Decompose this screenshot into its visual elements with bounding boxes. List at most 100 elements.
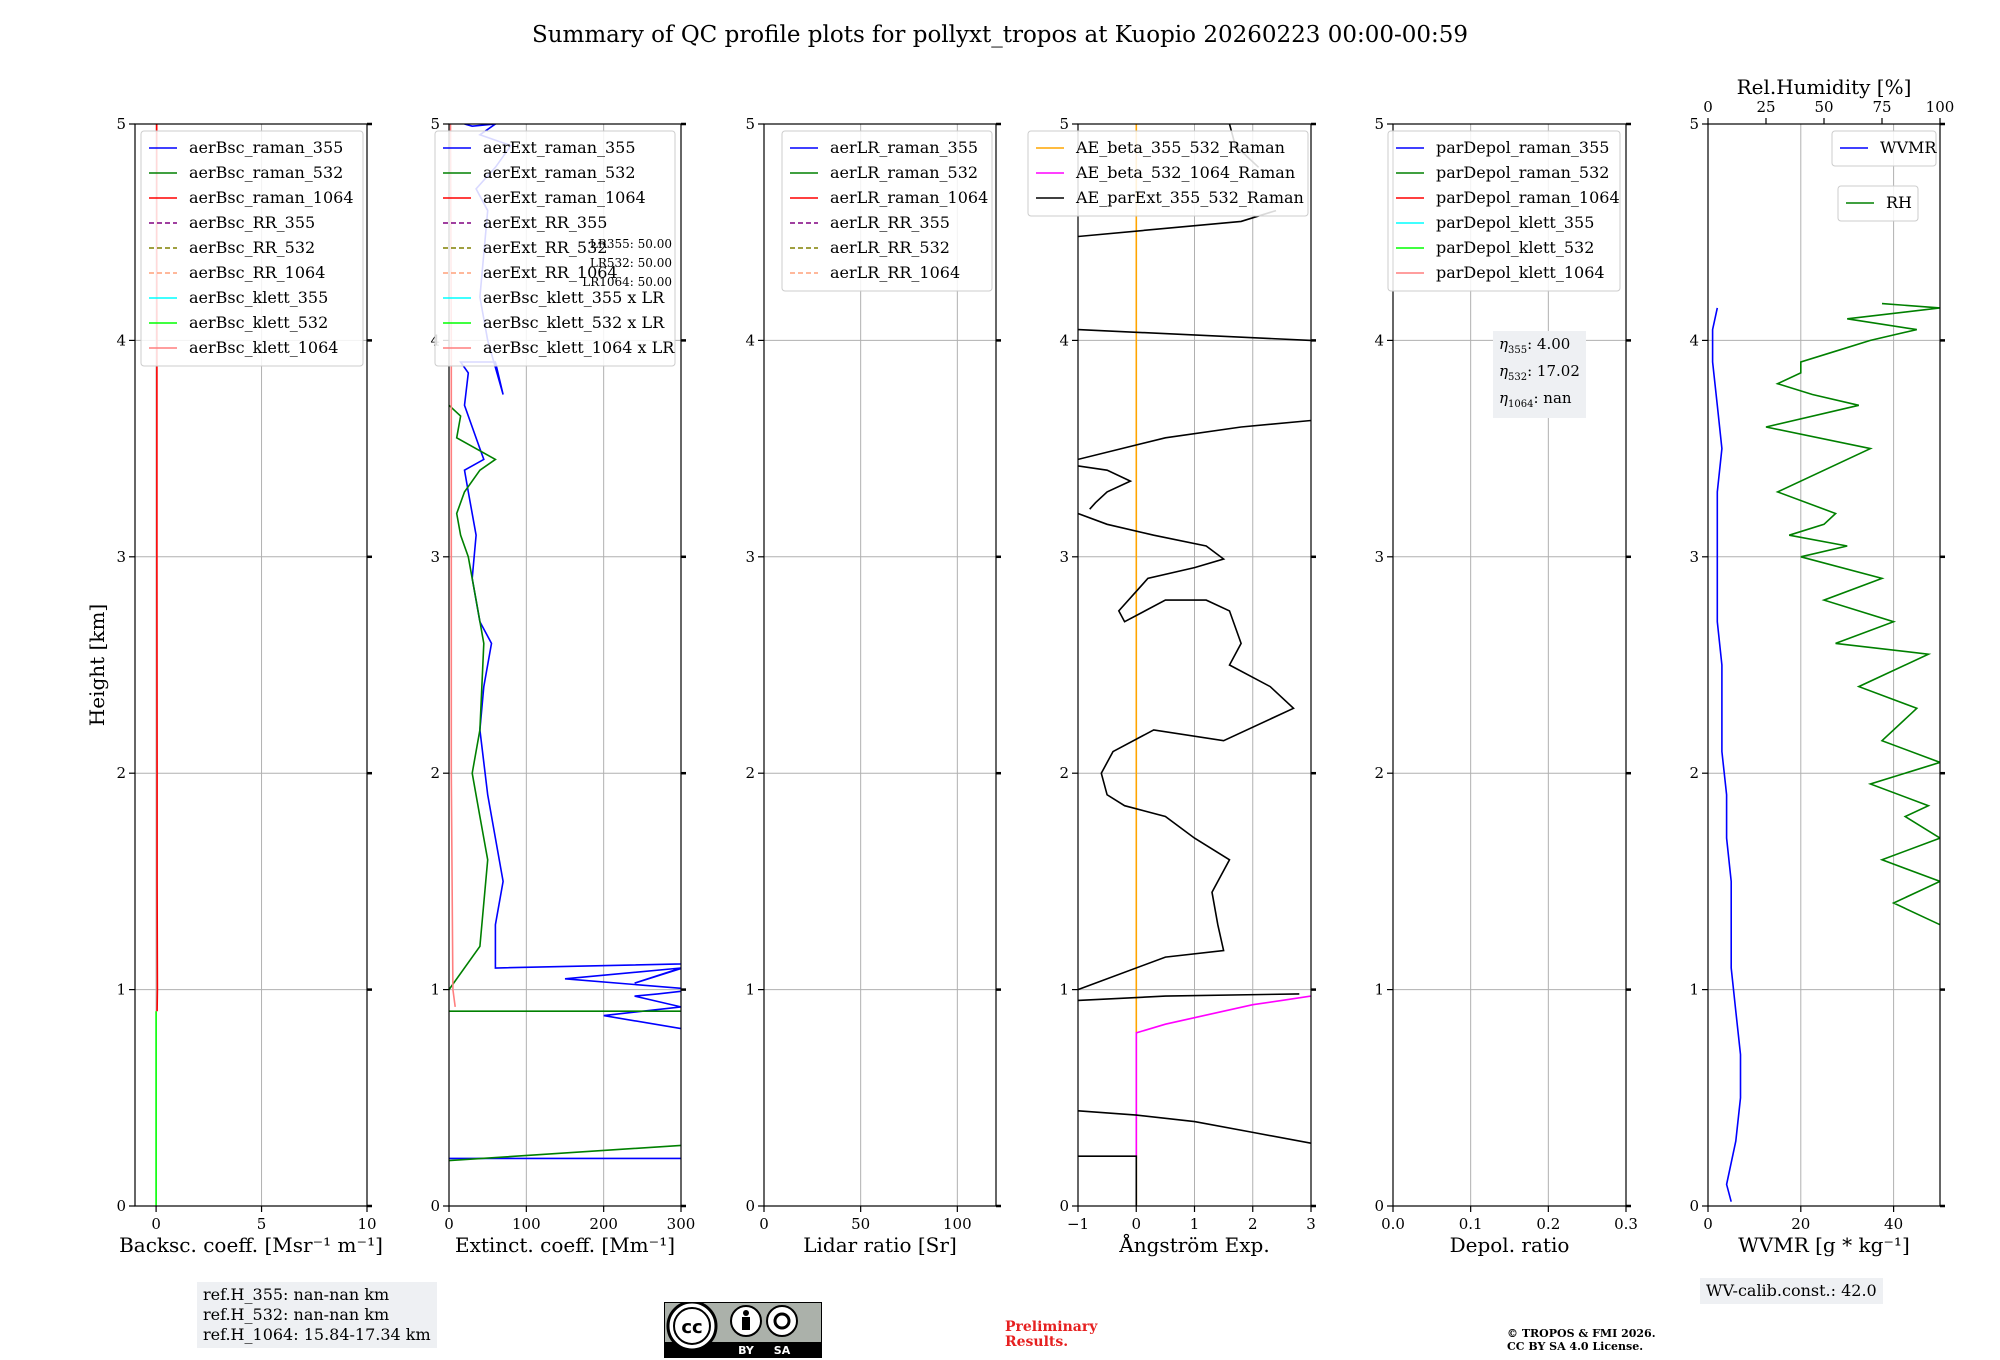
- eta-1064: η1064: nan: [1499, 389, 1572, 410]
- top-tick-label: 0: [1703, 98, 1713, 116]
- sa-label: SA: [774, 1344, 791, 1357]
- eta-355: η355: 4.00: [1499, 335, 1571, 356]
- y-tick-label: 5: [430, 115, 440, 133]
- legend-label: aerExt_RR_1064: [483, 263, 618, 282]
- y-tick-label: 2: [1689, 764, 1699, 782]
- top-tick-label: 100: [1926, 98, 1955, 116]
- legend-label: aerLR_raman_355: [830, 138, 978, 157]
- x-axis-label-ext: Extinct. coeff. [Mm⁻¹]: [455, 1233, 675, 1257]
- eta-532-value: 17.02: [1536, 362, 1580, 380]
- x-axis-label-lr: Lidar ratio [Sr]: [803, 1233, 957, 1257]
- x-tick-label: 0: [759, 1215, 769, 1233]
- legend-label: parDepol_raman_355: [1436, 138, 1609, 157]
- y-tick-label: 5: [1689, 115, 1699, 133]
- legend-label: aerExt_raman_1064: [483, 188, 646, 207]
- x-tick-label: 0.3: [1614, 1215, 1638, 1233]
- legend-label: aerBsc_raman_355: [189, 138, 343, 157]
- legend-label: aerBsc_RR_532: [189, 238, 315, 257]
- series-AE_beta_532_1064_Raman: [1135, 995, 1311, 1159]
- sa-arrow-icon: [766, 1305, 798, 1337]
- legend-label: aerBsc_RR_355: [189, 213, 315, 232]
- legend-label: aerBsc_klett_1064: [189, 338, 338, 357]
- cc-logo-text: cc: [681, 1317, 702, 1338]
- legend-label: AE_beta_355_532_Raman: [1075, 138, 1285, 157]
- top-tick-label: 25: [1756, 98, 1775, 116]
- legend-label: parDepol_raman_1064: [1436, 188, 1620, 207]
- y-tick-label: 1: [1059, 981, 1069, 999]
- x-tick-label: 1: [1190, 1215, 1200, 1233]
- y-tick-label: 0: [430, 1197, 440, 1215]
- preliminary-note: Preliminary Results.: [1005, 1320, 1097, 1350]
- y-tick-label: 3: [745, 548, 755, 566]
- legend-box-lr: [781, 130, 993, 292]
- figure-title: Summary of QC profile plots for pollyxt_…: [531, 22, 1469, 48]
- cc-license-badge: cc BY SA: [664, 1302, 822, 1358]
- series-WVMR: [1711, 307, 1742, 1202]
- y-tick-label: 4: [116, 331, 126, 349]
- copyright-line-1: © TROPOS & FMI 2026.: [1507, 1327, 1656, 1340]
- preliminary-line-1: Preliminary: [1005, 1319, 1098, 1335]
- legend-label: aerBsc_klett_532: [189, 313, 328, 332]
- legend-label: aerLR_raman_1064: [830, 188, 988, 207]
- lr-note: LR532: 50.00: [590, 256, 672, 270]
- legend-box-wvmr: [1831, 130, 1937, 167]
- legend-label: aerLR_RR_1064: [830, 263, 960, 282]
- y-tick-label: 4: [1059, 331, 1069, 349]
- series-RH: [1765, 302, 1940, 926]
- y-tick-label: 4: [1689, 331, 1699, 349]
- lr-note: LR355: 50.00: [590, 237, 672, 251]
- x-axis-label-ae: Ångström Exp.: [1118, 1232, 1269, 1257]
- x-tick-label: 40: [1884, 1215, 1903, 1233]
- x-tick-label: 100: [512, 1215, 541, 1233]
- y-tick-label: 2: [1059, 764, 1069, 782]
- legend-label: aerExt_RR_355: [483, 213, 607, 232]
- legend-label: aerExt_RR_532: [483, 238, 607, 257]
- legend-label: aerBsc_raman_1064: [189, 188, 354, 207]
- y-tick-label: 3: [1059, 548, 1069, 566]
- x-tick-label: −1: [1067, 1215, 1089, 1233]
- y-tick-label: 2: [116, 764, 126, 782]
- legend-box-ae: [1027, 130, 1309, 217]
- y-tick-label: 1: [745, 981, 755, 999]
- y-tick-label: 3: [430, 548, 440, 566]
- legend-box-bsc: [140, 130, 364, 367]
- legend-box-dep: [1387, 130, 1621, 292]
- y-tick-label: 0: [745, 1197, 755, 1215]
- wv-calib-box: WV-calib.const.: 42.0: [1700, 1278, 1883, 1304]
- legend-label: aerExt_raman_532: [483, 163, 636, 182]
- y-tick-label: 2: [745, 764, 755, 782]
- y-tick-label: 0: [116, 1197, 126, 1215]
- y-tick-label: 3: [1374, 548, 1384, 566]
- top-axis-label: Rel.Humidity [%]: [1737, 75, 1912, 99]
- eta-355-value: 4.00: [1536, 335, 1571, 353]
- y-tick-label: 1: [1374, 981, 1384, 999]
- eta-1064-value: nan: [1543, 389, 1572, 407]
- preliminary-line-2: Results.: [1005, 1334, 1069, 1350]
- y-tick-label: 1: [1689, 981, 1699, 999]
- panel-dep: 0 1 2 3 4 5 0.0 0.1 0.2 0.3 Depol. ratio parDepol_r…: [1374, 115, 1637, 1257]
- axes-frame: [134, 123, 368, 1207]
- legend-label: aerBsc_RR_1064: [189, 263, 325, 282]
- axes-frame: [448, 123, 682, 1207]
- y-tick-label: 2: [1374, 764, 1384, 782]
- x-tick-label: 0.0: [1381, 1215, 1405, 1233]
- legend-label: aerLR_RR_355: [830, 213, 950, 232]
- x-tick-label: 10: [357, 1215, 376, 1233]
- legend-label: aerLR_raman_532: [830, 163, 978, 182]
- y-tick-label: 1: [116, 981, 126, 999]
- ref-height-532: ref.H_532: nan-nan km: [203, 1305, 390, 1324]
- y-tick-label: 0: [1374, 1197, 1384, 1215]
- x-tick-label: 0: [444, 1215, 454, 1233]
- y-tick-label: 5: [116, 115, 126, 133]
- panel-ext: 0123450100200300Extinct. coeff. [Mm⁻¹]ae…: [430, 115, 696, 1257]
- legend-label: RH: [1886, 193, 1912, 212]
- y-tick-label: 5: [1059, 115, 1069, 133]
- legend-label: parDepol_klett_355: [1436, 213, 1594, 232]
- legend-box-ext: [434, 130, 676, 367]
- x-tick-label: 300: [667, 1215, 696, 1233]
